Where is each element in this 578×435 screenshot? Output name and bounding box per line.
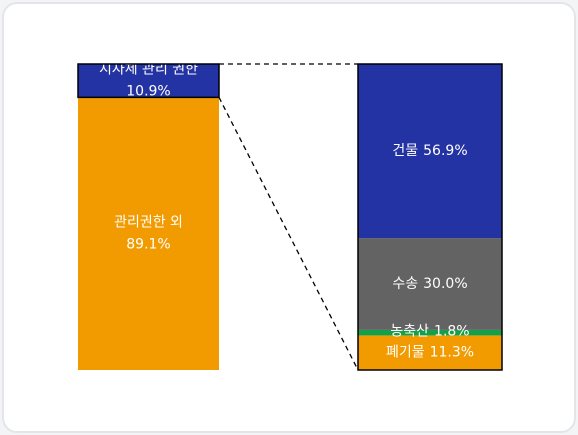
data-label: 지자체 관리 권한 10.9% (99, 62, 198, 100)
category-label: 관리권한 외 (114, 215, 183, 231)
bar-border (357, 63, 503, 371)
bar-segment (358, 238, 502, 330)
connector (218, 97, 359, 371)
bar-segment (358, 329, 502, 336)
bar-segment (358, 64, 502, 239)
value-label: 56.9% (423, 143, 467, 159)
value-label: 11.3% (430, 345, 474, 361)
data-label: 폐기물 11.3% (386, 345, 474, 361)
value-label: 30.0% (423, 276, 467, 292)
bar-segment (78, 97, 219, 370)
category-label: 건물 (392, 143, 418, 159)
data-label: 관리권한 외 89.1% (114, 215, 183, 253)
category-label: 지자체 관리 권한 (99, 62, 198, 78)
category-label: 수송 (392, 276, 418, 292)
data-label: 수송 30.0% (392, 276, 467, 292)
bar-segment (358, 335, 502, 370)
category-label: 폐기물 (386, 345, 425, 361)
value-label: 1.8% (434, 323, 470, 339)
category-label: 농축산 (390, 323, 429, 339)
data-label: 농축산 1.8% (390, 323, 469, 339)
data-label: 건물 56.9% (392, 143, 467, 159)
bar-segment (78, 64, 219, 98)
value-label: 10.9% (126, 84, 170, 100)
highlight-border (77, 63, 220, 99)
value-label: 89.1% (126, 237, 170, 253)
